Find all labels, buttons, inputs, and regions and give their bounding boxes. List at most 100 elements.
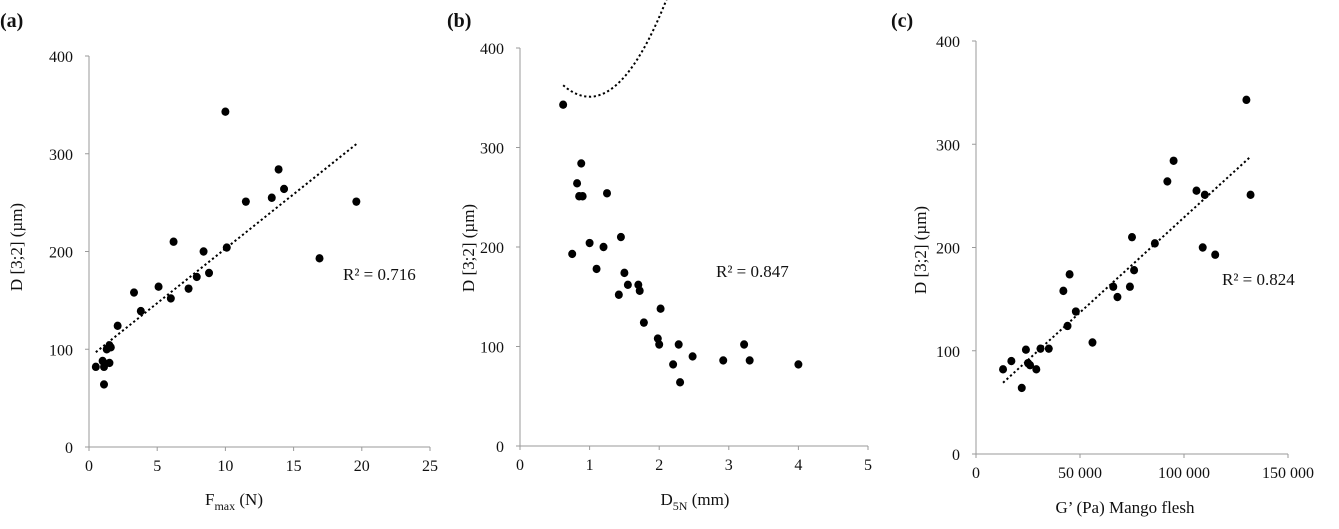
panel-c-data-point — [1088, 338, 1097, 347]
panel-a-data-point — [91, 362, 100, 372]
panel-b-plot: 0 100 200 300 400 0 1 2 3 4 5 — [480, 0, 872, 474]
panel-b-x-title-sub: 5N — [673, 499, 688, 513]
panel-c-data-point — [1113, 292, 1122, 302]
panel-c-y-tick-label: 0 — [952, 447, 960, 464]
panel-c-data-point — [1007, 356, 1016, 366]
panel-c-data-point — [1125, 282, 1134, 291]
panel-c-data-point — [1059, 286, 1068, 296]
panel-c-x-tick-label: 0 — [972, 465, 980, 482]
panel-b-y-tick-label: 100 — [480, 340, 504, 357]
panel-c-data-point — [999, 365, 1008, 374]
panel-a-y-axis-title: D [3;2] (µm) — [7, 203, 26, 291]
panel-a-label: (a) — [0, 10, 23, 32]
panel-a-data-point — [136, 306, 145, 316]
panel-c-data-point — [1036, 344, 1045, 353]
panel-c-data-point — [1109, 282, 1118, 291]
panel-a-data-point — [154, 282, 163, 291]
panel-a-x-axis-title: Fmax (N) — [205, 490, 263, 513]
panel-b-data-point — [674, 340, 683, 349]
panel-b-data-point — [578, 192, 587, 201]
panel-a-data-point — [267, 193, 276, 202]
panel-b-y-tick-label: 300 — [480, 141, 504, 158]
panel-b-x-tick-label: 1 — [586, 457, 594, 474]
panel-b-data-point — [669, 360, 678, 369]
panel-a-trendline — [95, 142, 359, 353]
panel-c-x-tick-label: 50 000 — [1058, 465, 1102, 482]
panel-b-data-point — [635, 286, 644, 295]
panel-b-x-tick-label: 5 — [864, 457, 872, 474]
panel-a-data-point — [113, 321, 122, 330]
panel-a-data-point — [205, 268, 214, 278]
panel-b-y-tick-label: 200 — [480, 240, 504, 257]
panel-b-x-tick-label: 0 — [516, 457, 524, 474]
panel-c-y-tick-label: 400 — [936, 34, 960, 51]
panel-b-data-point — [599, 242, 608, 252]
panel-a-data-point — [274, 165, 283, 174]
panel-b-data-point — [794, 360, 803, 369]
panel-c-y-tick-label: 100 — [936, 344, 960, 361]
panel-c-data-point — [1130, 266, 1139, 275]
panel-b-x-axis-title: D5N (mm) — [661, 490, 730, 513]
panel-a-data-point — [199, 247, 208, 256]
panel-c-trendline — [1002, 155, 1252, 384]
panel-b-x-tick-label: 3 — [725, 457, 733, 474]
panel-b-data-point — [614, 290, 623, 299]
panel-c-data-point — [1032, 365, 1041, 374]
panel-a-data-point — [222, 243, 231, 252]
panel-c-data-point — [1198, 243, 1207, 252]
panel-b-x-tick-label: 2 — [655, 457, 663, 474]
panel-c-data-point — [1246, 190, 1255, 200]
panel-c-data-point — [1021, 345, 1030, 354]
panel-a: (a) 0 100 200 300 400 0 5 10 15 20 25 R² = 0.716 F… — [0, 10, 438, 513]
panel-a-y-tick-label: 300 — [49, 147, 73, 164]
panel-a-y-tick-label: 400 — [49, 49, 73, 66]
panel-b-y-axis-title: D [3;2] (µm) — [459, 204, 478, 292]
panel-c-y-axis-title: D [3;2] (µm) — [911, 206, 930, 294]
panel-b-data-point — [655, 340, 664, 349]
panel-a-x-tick-label: 25 — [422, 458, 438, 475]
panel-c-data-point — [1169, 156, 1178, 165]
panel-c-data-point — [1128, 232, 1136, 242]
panel-c-data-point — [1242, 95, 1251, 105]
panel-b-data-point — [688, 352, 697, 361]
panel-a-data-point — [100, 380, 109, 389]
panel-b-r2-label: R² = 0.847 — [716, 262, 789, 281]
panel-c-plot: 0 100 200 300 400 0 50 000 100 000 150 000 — [936, 34, 1314, 482]
panel-b-data-point — [639, 318, 648, 327]
panel-c-data-point — [1065, 270, 1074, 279]
panel-c-data-point — [1017, 383, 1026, 393]
panel-b-y-tick-label: 0 — [496, 439, 504, 456]
panel-b-data-point — [592, 264, 601, 274]
panel-c-x-tick-label: 100 000 — [1158, 465, 1210, 482]
panel-b-data-point — [585, 238, 594, 248]
panel-a-data-point — [169, 237, 178, 246]
panel-a-x-tick-label: 20 — [354, 458, 370, 475]
panel-a-x-title-main: F — [205, 490, 214, 509]
panel-b-data-point — [656, 304, 665, 313]
panel-b-data-point — [568, 249, 577, 259]
panel-a-data-point — [184, 284, 193, 293]
panel-b-label: (b) — [447, 10, 471, 32]
panel-c-data-point — [1192, 186, 1201, 195]
panel-a-x-tick-label: 15 — [286, 458, 302, 475]
panel-c-data-point — [1200, 190, 1209, 200]
panel-a-x-tick-label: 10 — [217, 458, 233, 475]
panel-a-x-tick-label: 0 — [85, 458, 93, 475]
panel-a-data-point — [280, 184, 289, 194]
panel-b-data-point — [676, 378, 685, 387]
panel-a-data-point — [106, 343, 115, 352]
panel-b-trendline — [562, 0, 668, 98]
panel-b-data-point — [719, 356, 728, 365]
panel-c-x-axis-title: G’ (Pa) Mango flesh — [1056, 498, 1195, 517]
panel-b-data-point — [745, 356, 754, 365]
panel-b: (b) 0 100 200 300 400 0 1 2 3 4 5 R² = 0.847 D5N (… — [447, 0, 872, 513]
panel-b-data-point — [573, 179, 582, 188]
panel-c-data-point — [1211, 250, 1220, 259]
panel-b-data-point — [623, 280, 632, 290]
panel-a-plot: 0 100 200 300 400 0 5 10 15 20 25 — [49, 49, 438, 475]
panel-a-data-point — [192, 272, 201, 282]
panel-c-x-tick-label: 150 000 — [1262, 465, 1314, 482]
panel-a-x-title-sub: max — [214, 499, 235, 513]
panel-b-data-point — [577, 159, 586, 168]
